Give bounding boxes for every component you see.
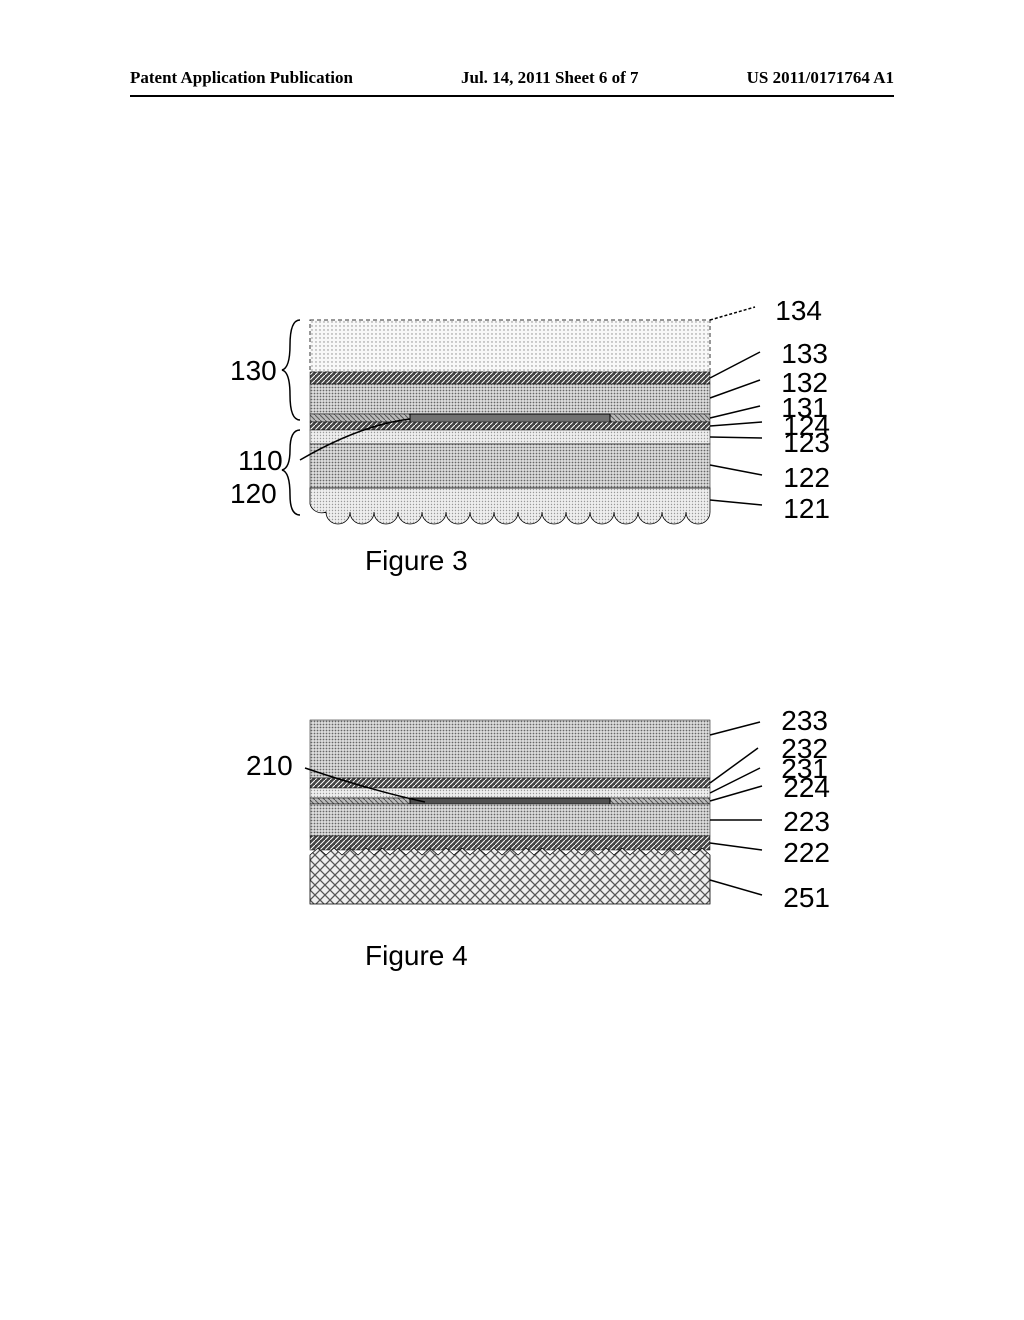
label-133: 133 bbox=[768, 338, 828, 370]
header-publication: Patent Application Publication bbox=[130, 68, 353, 88]
figure-3: 134 133 132 131 124 123 122 121 130 110 … bbox=[190, 300, 950, 620]
label-224: 224 bbox=[770, 772, 830, 804]
label-210: 210 bbox=[246, 750, 293, 782]
label-123: 123 bbox=[770, 427, 830, 459]
figure-4: 233 232 231 224 223 222 251 210 Figure 4 bbox=[190, 700, 950, 1020]
figure-4-caption: Figure 4 bbox=[365, 940, 468, 972]
label-110: 110 bbox=[238, 445, 283, 477]
header-date-sheet: Jul. 14, 2011 Sheet 6 of 7 bbox=[461, 68, 639, 88]
figure-3-caption: Figure 3 bbox=[365, 545, 468, 577]
label-120: 120 bbox=[230, 478, 277, 510]
header-rule bbox=[130, 95, 894, 97]
label-222: 222 bbox=[770, 837, 830, 869]
label-134: 134 bbox=[762, 295, 822, 327]
label-122: 122 bbox=[770, 462, 830, 494]
header-patent-number: US 2011/0171764 A1 bbox=[747, 68, 894, 88]
label-130: 130 bbox=[230, 355, 277, 387]
label-251: 251 bbox=[770, 882, 830, 914]
label-121: 121 bbox=[770, 493, 830, 525]
label-223: 223 bbox=[770, 806, 830, 838]
